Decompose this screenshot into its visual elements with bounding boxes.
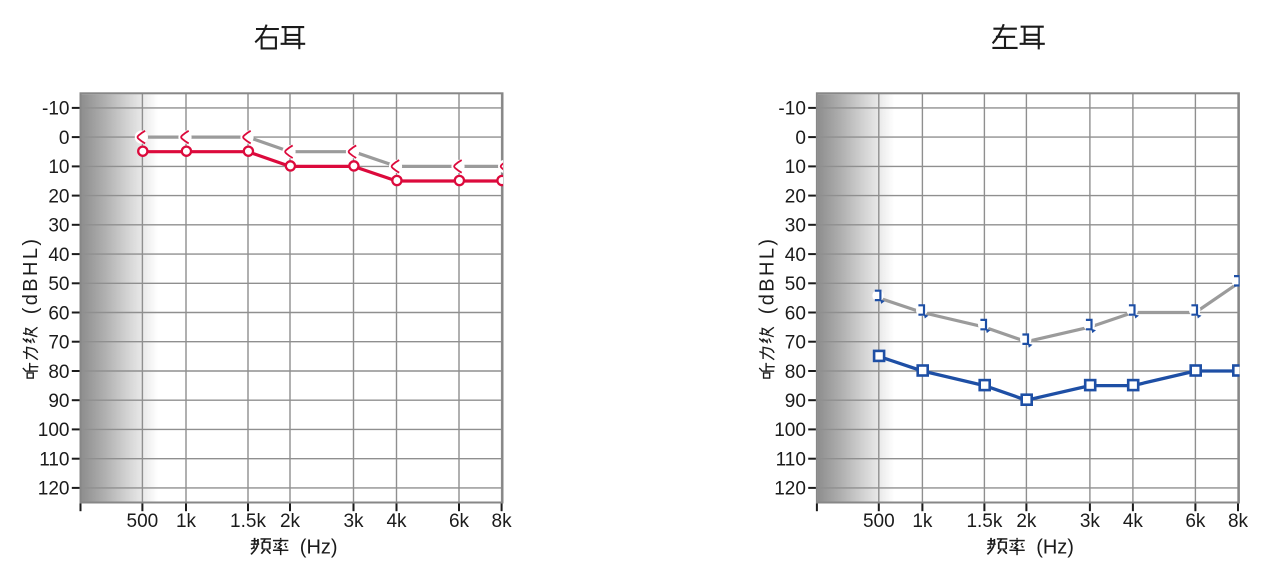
svg-text:10: 10 — [48, 157, 69, 178]
svg-text:10: 10 — [785, 157, 806, 178]
svg-text:500: 500 — [127, 511, 159, 532]
svg-text:8k: 8k — [492, 511, 513, 532]
svg-text:20: 20 — [48, 186, 69, 207]
svg-text:120: 120 — [38, 479, 70, 500]
svg-text:(dBHL): (dBHL) — [20, 237, 42, 315]
svg-text:1k: 1k — [176, 511, 197, 532]
svg-text:3k: 3k — [343, 511, 364, 532]
svg-text:60: 60 — [785, 303, 806, 324]
svg-text:-10: -10 — [778, 99, 805, 120]
svg-text:70: 70 — [48, 333, 69, 354]
svg-text:50: 50 — [48, 274, 69, 295]
svg-text:100: 100 — [38, 420, 70, 441]
svg-text:500: 500 — [863, 511, 895, 532]
svg-text:20: 20 — [785, 186, 806, 207]
svg-text:100: 100 — [774, 420, 806, 441]
svg-text:80: 80 — [785, 362, 806, 383]
svg-text:30: 30 — [48, 216, 69, 237]
svg-text:0: 0 — [59, 128, 70, 149]
svg-text:2k: 2k — [280, 511, 301, 532]
svg-text:30: 30 — [785, 216, 806, 237]
svg-text:90: 90 — [785, 391, 806, 412]
svg-text:110: 110 — [776, 450, 806, 471]
svg-text:40: 40 — [48, 245, 69, 266]
svg-text:120: 120 — [774, 479, 806, 500]
svg-text:(Hz): (Hz) — [1036, 536, 1074, 558]
svg-text:4k: 4k — [386, 511, 407, 532]
svg-text:70: 70 — [785, 333, 806, 354]
svg-text:1.5k: 1.5k — [966, 511, 1002, 532]
svg-text:6k: 6k — [1185, 511, 1206, 532]
svg-text:8k: 8k — [1228, 511, 1249, 532]
svg-text:40: 40 — [785, 245, 806, 266]
svg-text:2k: 2k — [1016, 511, 1037, 532]
svg-text:1.5k: 1.5k — [230, 511, 266, 532]
svg-text:60: 60 — [48, 303, 69, 324]
svg-text:4k: 4k — [1123, 511, 1144, 532]
svg-text:80: 80 — [48, 362, 69, 383]
svg-text:(Hz): (Hz) — [300, 536, 338, 558]
svg-text:1k: 1k — [912, 511, 933, 532]
svg-text:110: 110 — [39, 450, 69, 471]
svg-text:90: 90 — [48, 391, 69, 412]
svg-text:-10: -10 — [42, 99, 69, 120]
svg-text:6k: 6k — [449, 511, 470, 532]
svg-text:0: 0 — [795, 128, 806, 149]
svg-text:(dBHL): (dBHL) — [757, 237, 779, 315]
svg-text:50: 50 — [785, 274, 806, 295]
svg-text:3k: 3k — [1080, 511, 1101, 532]
